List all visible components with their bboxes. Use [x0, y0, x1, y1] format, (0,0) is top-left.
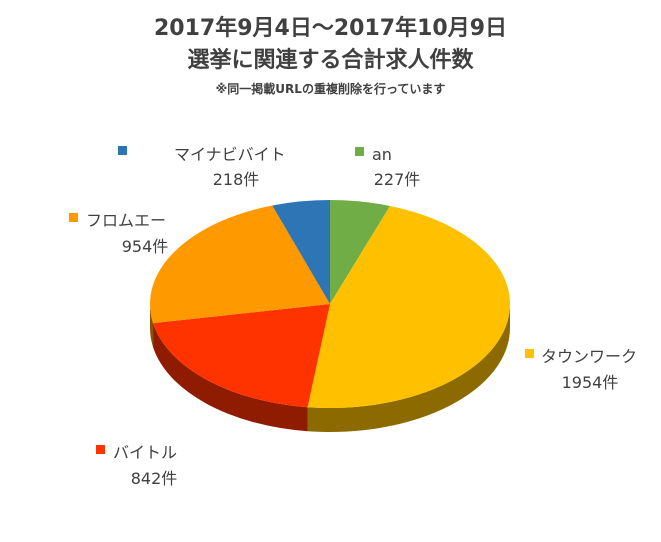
slice-2-legend-swatch	[96, 445, 105, 454]
slice-3-label: フロムエー	[86, 211, 166, 230]
slice-1-label: タウンワーク	[541, 347, 637, 366]
slice-4-value-label: 218件	[213, 170, 260, 189]
pie-slices	[149, 200, 510, 408]
slice-3-side	[150, 304, 154, 348]
slice-4-legend-swatch	[118, 146, 127, 155]
slice-3	[149, 205, 330, 324]
slice-3-legend-swatch	[69, 213, 78, 222]
slice-1-side	[307, 304, 510, 432]
slice-0	[330, 200, 391, 304]
slice-3-value-label: 954件	[122, 237, 169, 256]
slice-1	[307, 205, 510, 408]
chart-title: 2017年9月4日～2017年10月9日	[154, 16, 507, 41]
slice-2	[153, 304, 330, 408]
slice-0-label: an	[372, 145, 392, 164]
slice-4-label: マイナビバイト	[174, 145, 286, 164]
slice-0-value-label: 227件	[374, 170, 421, 189]
pie-depth	[150, 304, 510, 432]
slice-4	[272, 200, 330, 304]
chart-subtitle: 選挙に関連する合計求人件数	[187, 48, 474, 73]
slice-1-legend-swatch	[525, 349, 534, 358]
slice-0-legend-swatch	[355, 147, 364, 156]
chart-note: ※同一掲載URLの重複削除を行っています	[215, 82, 446, 96]
slice-2-side	[153, 323, 308, 432]
slice-2-value-label: 842件	[131, 469, 178, 488]
slice-2-label: バイトル	[113, 443, 177, 462]
slice-1-value-label: 1954件	[562, 373, 619, 392]
